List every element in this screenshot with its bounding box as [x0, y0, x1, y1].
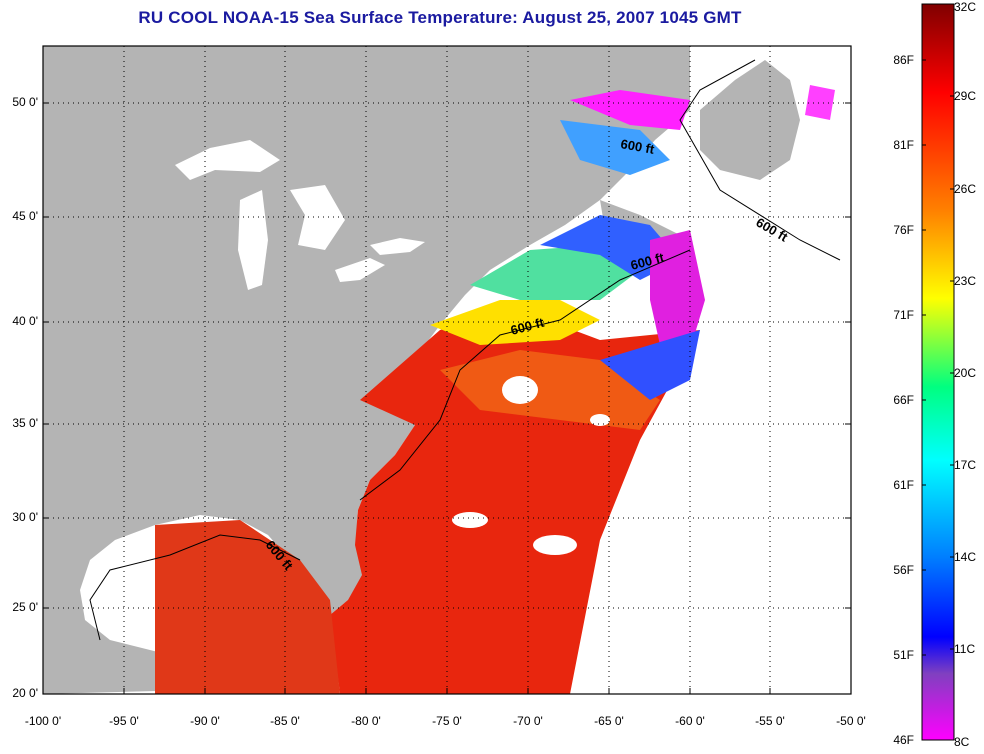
cloud-patch [502, 376, 538, 404]
sst-field [650, 230, 705, 350]
depth-contour [89, 59, 841, 641]
colorbar-label-c: 14C [954, 550, 977, 564]
sst-field [470, 245, 640, 300]
lon-tick-label: -100 0' [24, 714, 62, 728]
great-lakes [290, 185, 345, 250]
colorbar-label-f: 81F [893, 138, 914, 152]
lon-tick-label: -55 0' [755, 714, 785, 728]
sst-field [155, 520, 340, 694]
colorbar-label-c: 32C [954, 0, 977, 14]
cloud-patch [590, 414, 610, 426]
colorbar-label-c: 8C [954, 735, 970, 749]
sst-field [440, 350, 660, 430]
lat-tick-label: 25 0' [12, 600, 38, 614]
colorbar-label-f: 86F [893, 53, 914, 67]
great-lakes [175, 140, 280, 180]
colorbar-label-f: 46F [893, 733, 914, 747]
colorbar-label-f: 76F [893, 223, 914, 237]
lat-tick-label: 50 0' [12, 95, 38, 109]
lat-tick-label: 35 0' [12, 416, 38, 430]
lon-tick-label: -50 0' [836, 714, 866, 728]
cloud-patch [452, 512, 488, 528]
lon-tick-label: -85 0' [270, 714, 300, 728]
cloud-patch [533, 535, 577, 555]
land-area [700, 60, 800, 180]
colorbar-label-c: 20C [954, 366, 977, 380]
sst-field [430, 300, 600, 345]
great-lakes [370, 238, 425, 255]
graticule [43, 46, 851, 694]
great-lakes [335, 258, 385, 282]
land-area [43, 46, 690, 694]
great-lakes [238, 190, 268, 290]
lat-tick-label: 30 0' [12, 510, 38, 524]
lon-tick-label: -60 0' [675, 714, 705, 728]
sst-field [540, 215, 680, 280]
colorbar-label-f: 66F [893, 393, 914, 407]
sst-field [560, 120, 670, 175]
tick-marks [43, 102, 851, 694]
colorbar-label-c: 17C [954, 458, 977, 472]
lon-tick-label: -75 0' [432, 714, 462, 728]
contour-label: 600 ft [619, 136, 656, 157]
colorbar-label-c: 11C [954, 642, 976, 656]
colorbar-ticks [922, 59, 954, 656]
colorbar-label-c: 23C [954, 274, 977, 288]
colorbar-label-c: 26C [954, 182, 977, 196]
lon-tick-label: -95 0' [109, 714, 139, 728]
lat-tick-label: 40 0' [12, 314, 38, 328]
lon-tick-label: -90 0' [190, 714, 220, 728]
lon-tick-label: -65 0' [594, 714, 624, 728]
sst-field [600, 330, 700, 400]
lat-tick-label: 45 0' [12, 209, 38, 223]
lon-tick-label: -80 0' [351, 714, 381, 728]
map-title: RU COOL NOAA-15 Sea Surface Temperature:… [138, 8, 742, 27]
colorbar [921, 3, 955, 741]
colorbar-label-f: 51F [893, 648, 914, 662]
lat-tick-label: 20 0' [12, 686, 38, 700]
sst-field [570, 90, 690, 130]
colorbar-label-f: 56F [893, 563, 914, 577]
colorbar-label-c: 29C [954, 89, 977, 103]
colorbar-label-f: 71F [893, 308, 914, 322]
contour-label: 600 ft [754, 215, 791, 245]
lon-tick-label: -70 0' [513, 714, 543, 728]
sst-field [805, 85, 835, 120]
colorbar-label-f: 61F [893, 478, 914, 492]
